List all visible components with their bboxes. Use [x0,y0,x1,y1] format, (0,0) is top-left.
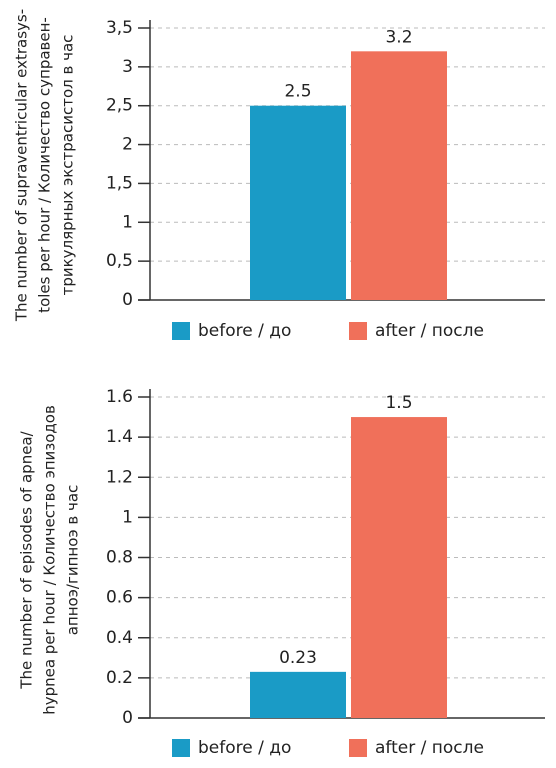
bar [250,671,346,718]
legend-label: before / до [198,738,291,758]
y-axis-label-line: The number of episodes of apnea/ [18,430,36,689]
y-tick-label: 2 [122,135,133,155]
legend-label: after / после [375,321,484,341]
y-tick-label: 0.4 [106,628,133,648]
y-tick-label: 0.8 [106,548,133,568]
y-tick-label: 1 [122,212,133,232]
legend-swatch [349,322,367,340]
y-tick-label: 1 [122,507,133,527]
legend-swatch [349,739,367,757]
y-axis-label-line: toles per hour / Количество суправен- [36,17,54,313]
legend-label: before / до [198,321,291,341]
y-tick-label: 2,5 [106,96,133,116]
bar [351,417,447,718]
legend-label: after / после [375,738,484,758]
y-tick-label: 0.6 [106,588,133,608]
y-axis-label-line: The number of supraventricular extrasys- [13,9,31,322]
data-label: 2.5 [284,82,311,102]
bar [351,51,447,300]
y-tick-label: 0,5 [106,251,133,271]
y-tick-label: 1.6 [106,387,133,407]
y-axis-label: The number of supraventricular extrasys-… [13,9,77,322]
y-tick-label: 3,5 [106,18,133,38]
data-label: 1.5 [385,393,412,413]
y-tick-label: 0 [122,708,133,728]
y-axis-label-line: трикулярных экстрасистол в час [59,35,77,296]
y-tick-label: 0 [122,290,133,310]
y-tick-label: 1,5 [106,173,133,193]
y-tick-label: 1.4 [106,427,133,447]
legend-swatch [172,322,190,340]
y-tick-label: 0.2 [106,668,133,688]
y-axis-label: The number of episodes of apnea/hypnea p… [18,405,82,715]
legend-swatch [172,739,190,757]
y-tick-label: 3 [122,57,133,77]
y-axis-label-line: hypnea per hour / Количество эпизодов [41,405,59,715]
bar [250,105,346,300]
y-tick-label: 1.2 [106,467,133,487]
data-label: 0.23 [279,648,317,668]
y-axis-label-line: апноэ/гипноэ в час [64,485,82,636]
data-label: 3.2 [385,27,412,47]
